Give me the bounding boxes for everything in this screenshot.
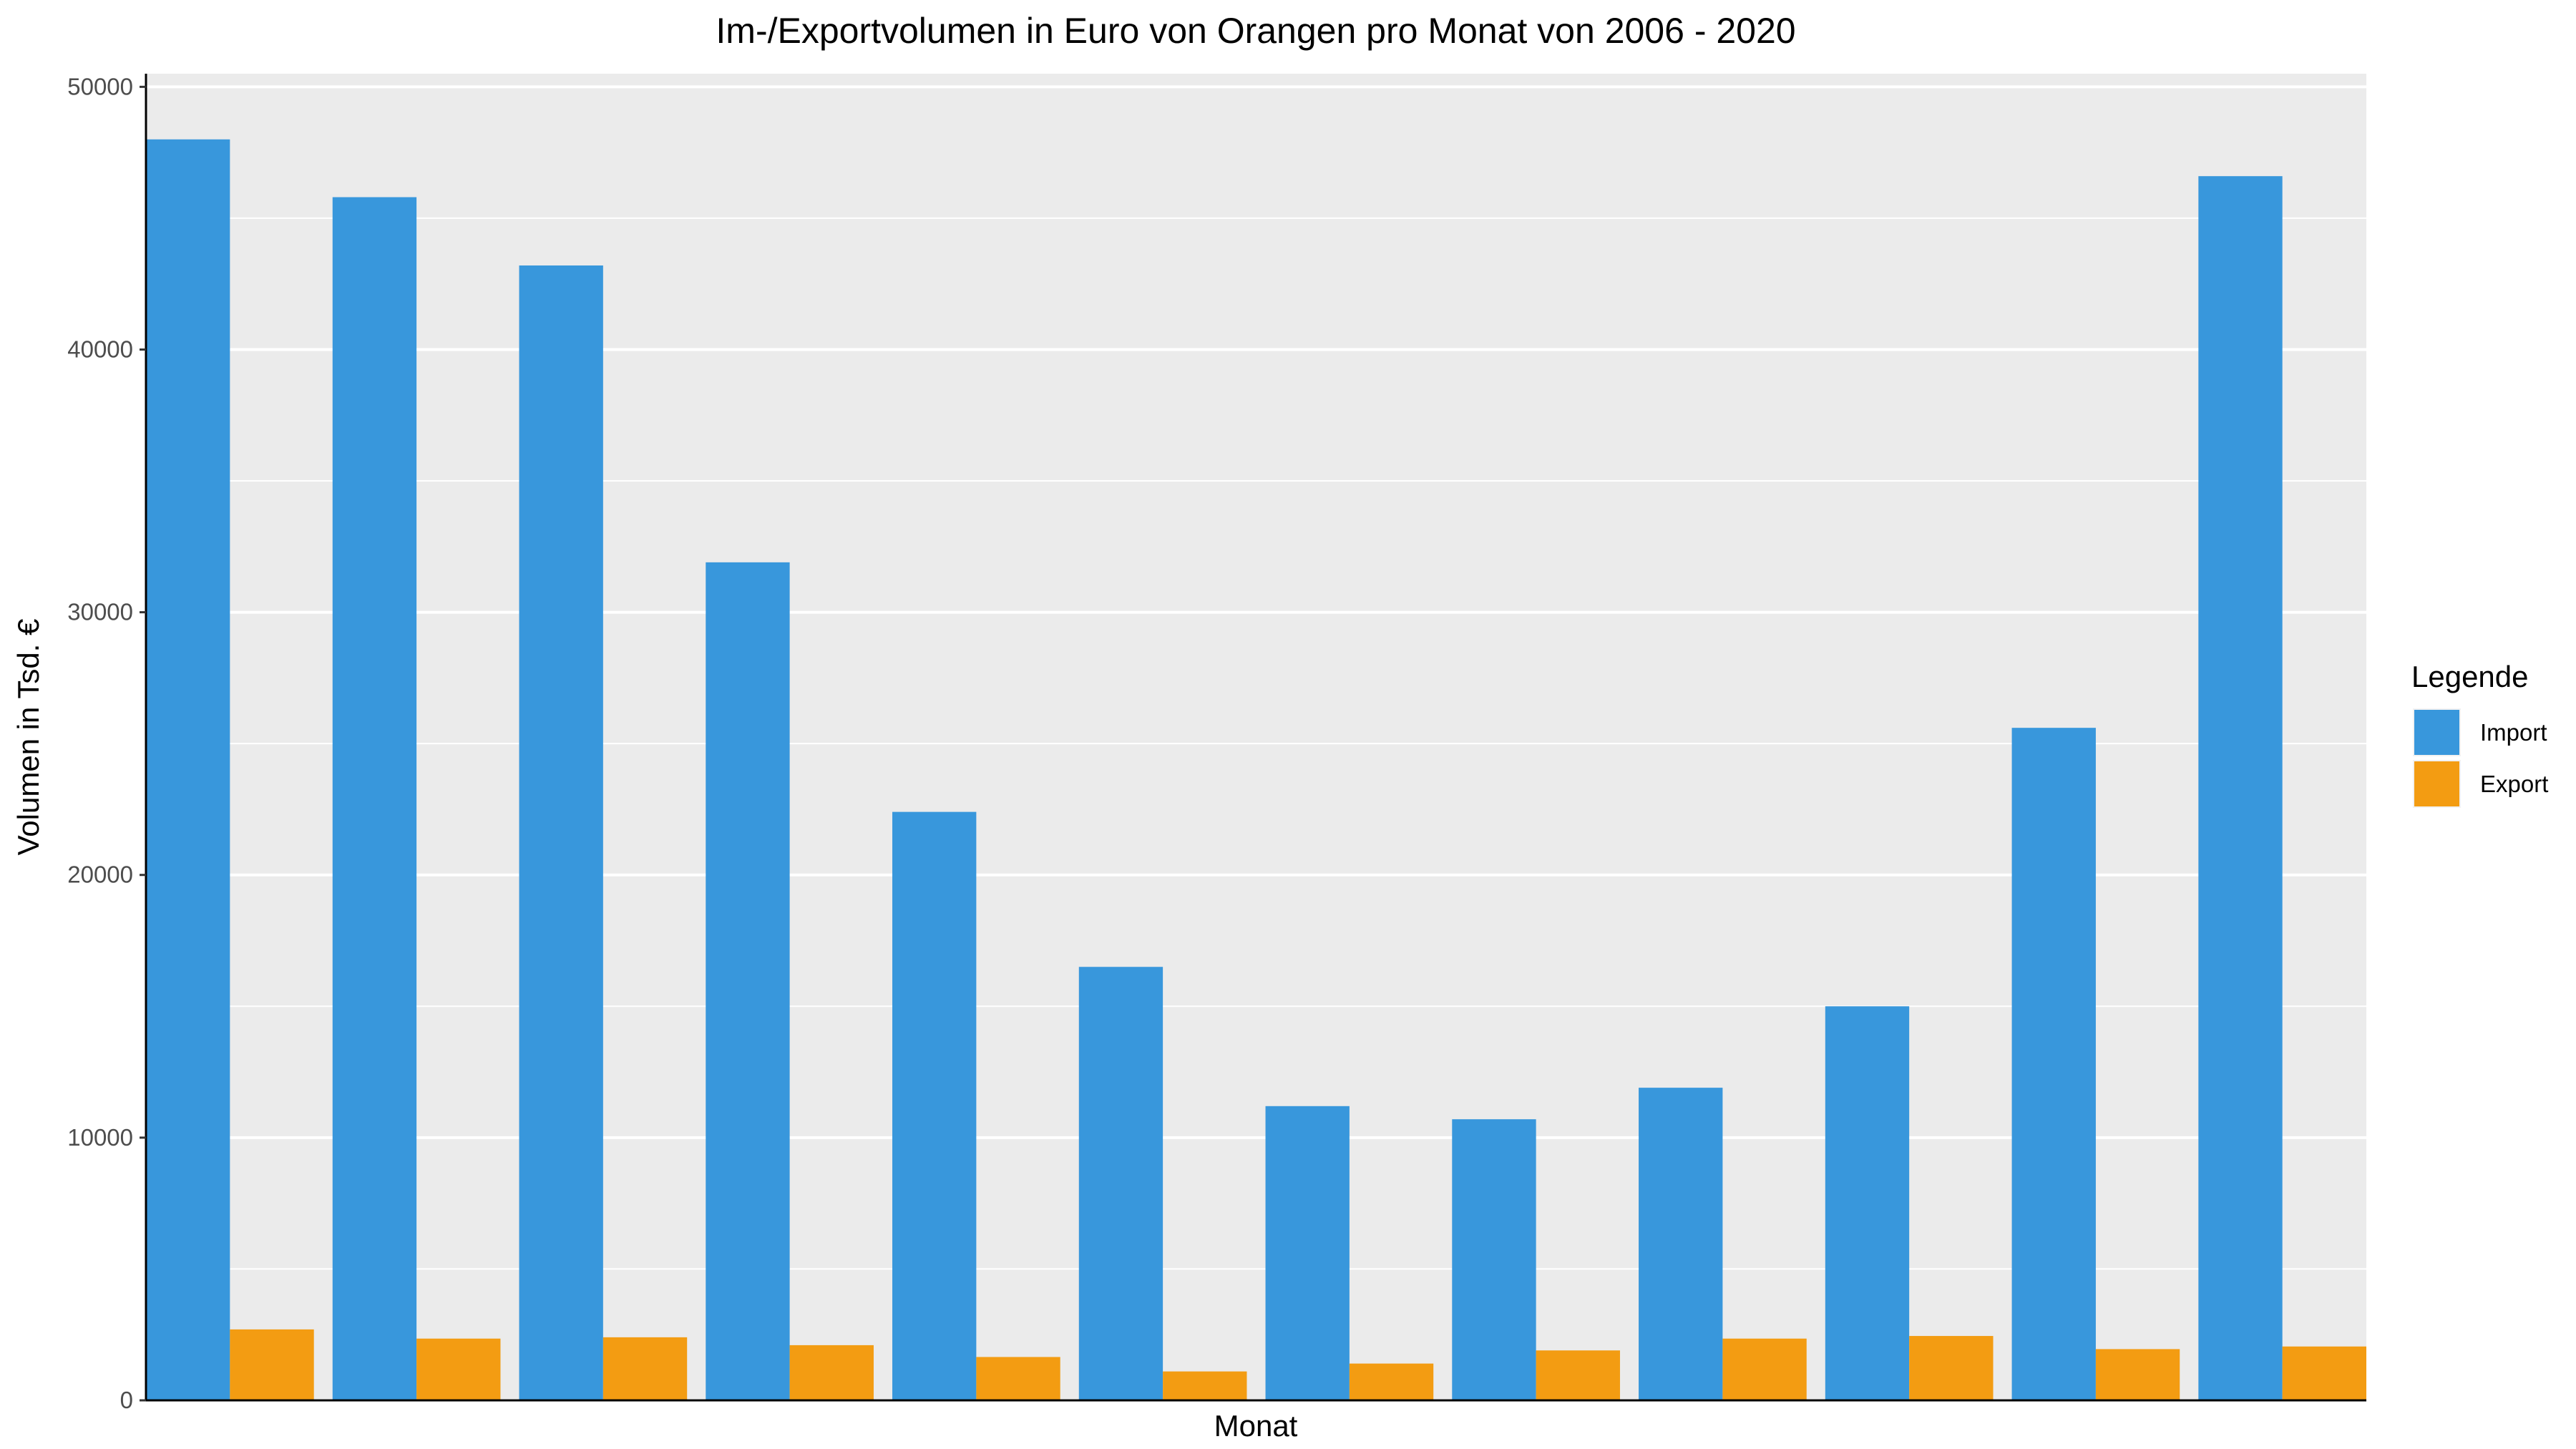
y-ticks: 0 10000 20000 30000 40000 50000 bbox=[67, 73, 146, 1413]
y-tick-label: 30000 bbox=[67, 599, 133, 625]
legend-swatch-import bbox=[2414, 710, 2459, 755]
bars bbox=[146, 139, 2366, 1401]
bar-import-6 bbox=[1078, 967, 1163, 1400]
chart-title: Im-/Exportvolumen in Euro von Orangen pr… bbox=[716, 11, 1795, 51]
bar-export-3 bbox=[602, 1337, 688, 1400]
bar-import-10 bbox=[1825, 1006, 1910, 1400]
bar-export-9 bbox=[1722, 1338, 1807, 1400]
bar-export-2 bbox=[416, 1338, 501, 1400]
y-tick-label: 40000 bbox=[67, 336, 133, 362]
bar-export-6 bbox=[1163, 1371, 1247, 1400]
legend-swatch-export bbox=[2414, 761, 2459, 806]
bar-export-11 bbox=[2095, 1349, 2180, 1400]
y-tick-label: 0 bbox=[120, 1387, 133, 1413]
x-axis-title: Monat bbox=[1214, 1409, 1298, 1443]
grid-minor bbox=[146, 217, 2366, 1270]
legend-title: Legende bbox=[2411, 660, 2529, 693]
bar-import-1 bbox=[146, 139, 230, 1400]
bar-import-12 bbox=[2198, 176, 2283, 1401]
y-tick-label: 50000 bbox=[67, 73, 133, 99]
bar-import-9 bbox=[1639, 1088, 1723, 1400]
legend-label-import: Import bbox=[2480, 719, 2547, 746]
bar-export-1 bbox=[230, 1329, 314, 1400]
bar-export-10 bbox=[1909, 1336, 1994, 1400]
bar-export-8 bbox=[1536, 1350, 1620, 1400]
bar-import-3 bbox=[519, 265, 603, 1401]
bar-import-11 bbox=[2011, 728, 2096, 1400]
y-axis-title: Volumen in Tsd. € bbox=[11, 619, 45, 856]
legend: Legende Import Export bbox=[2411, 660, 2548, 808]
legend-label-export: Export bbox=[2480, 771, 2548, 797]
bar-import-4 bbox=[706, 562, 790, 1401]
bar-export-12 bbox=[2282, 1346, 2366, 1400]
plot-background bbox=[146, 74, 2366, 1400]
bar-export-5 bbox=[976, 1357, 1060, 1400]
y-tick-label: 20000 bbox=[67, 862, 133, 888]
bar-import-7 bbox=[1265, 1106, 1350, 1400]
y-tick-label: 10000 bbox=[67, 1124, 133, 1151]
bar-import-8 bbox=[1452, 1119, 1536, 1400]
bar-import-2 bbox=[332, 197, 417, 1400]
bar-export-7 bbox=[1349, 1363, 1434, 1400]
bar-import-5 bbox=[892, 811, 977, 1400]
bar-export-4 bbox=[789, 1345, 874, 1400]
